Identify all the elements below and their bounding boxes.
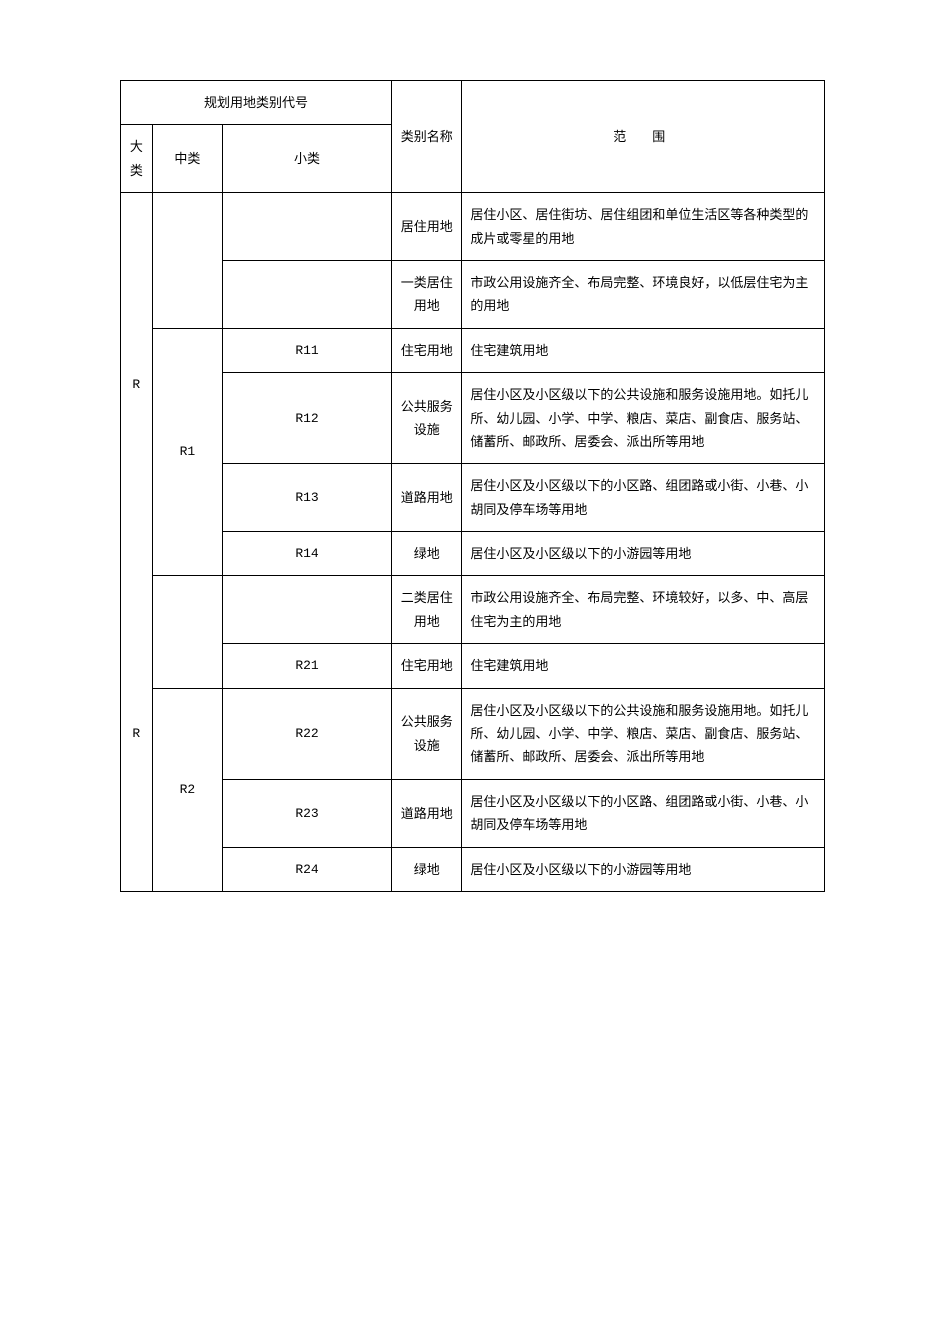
- cell-small: R22: [223, 688, 392, 779]
- land-use-classification-table: 规划用地类别代号 类别名称 范围 大类 中类 小类 R 居住用地 居住小区、居住…: [120, 80, 825, 892]
- header-mid: 中类: [152, 125, 222, 193]
- header-group: 规划用地类别代号: [121, 81, 392, 125]
- cell-small: R14: [223, 532, 392, 576]
- cell-small: R11: [223, 328, 392, 372]
- cell-scope: 居住小区及小区级以下的小区路、组团路或小街、小巷、小胡同及停车场等用地: [462, 464, 825, 532]
- table-row: R 居住用地 居住小区、居住街坊、居住组团和单位生活区等各种类型的成片或零星的用…: [121, 193, 825, 261]
- header-big: 大类: [121, 125, 153, 193]
- table-row: R1 R11 住宅用地 住宅建筑用地: [121, 328, 825, 372]
- cell-small: R21: [223, 644, 392, 688]
- table-row: 一类居住用地 市政公用设施齐全、布局完整、环境良好，以低层住宅为主的用地: [121, 260, 825, 328]
- cell-scope: 居住小区及小区级以下的小游园等用地: [462, 532, 825, 576]
- cell-scope: 住宅建筑用地: [462, 644, 825, 688]
- cell-small: [223, 260, 392, 328]
- cell-name: 二类居住用地: [392, 576, 462, 644]
- table-row: R 二类居住用地 市政公用设施齐全、布局完整、环境较好，以多、中、高层住宅为主的…: [121, 576, 825, 644]
- header-small: 小类: [223, 125, 392, 193]
- cell-small: [223, 576, 392, 644]
- cell-name: 道路用地: [392, 779, 462, 847]
- table-row: R14 绿地 居住小区及小区级以下的小游园等用地: [121, 532, 825, 576]
- cell-scope: 市政公用设施齐全、布局完整、环境良好，以低层住宅为主的用地: [462, 260, 825, 328]
- cell-scope: 居住小区及小区级以下的小区路、组团路或小街、小巷、小胡同及停车场等用地: [462, 779, 825, 847]
- cell-name: 绿地: [392, 532, 462, 576]
- cell-scope: 居住小区及小区级以下的小游园等用地: [462, 847, 825, 891]
- cell-scope: 市政公用设施齐全、布局完整、环境较好，以多、中、高层住宅为主的用地: [462, 576, 825, 644]
- table-row: R13 道路用地 居住小区及小区级以下的小区路、组团路或小街、小巷、小胡同及停车…: [121, 464, 825, 532]
- cell-scope: 居住小区及小区级以下的公共设施和服务设施用地。如托儿所、幼儿园、小学、中学、粮店…: [462, 688, 825, 779]
- table-row: R24 绿地 居住小区及小区级以下的小游园等用地: [121, 847, 825, 891]
- header-row-1: 规划用地类别代号 类别名称 范围: [121, 81, 825, 125]
- header-scope: 范围: [462, 81, 825, 193]
- cell-small: R23: [223, 779, 392, 847]
- table-row: R23 道路用地 居住小区及小区级以下的小区路、组团路或小街、小巷、小胡同及停车…: [121, 779, 825, 847]
- cell-big: R: [121, 193, 153, 576]
- cell-name: 公共服务设施: [392, 373, 462, 464]
- cell-scope: 居住小区及小区级以下的公共设施和服务设施用地。如托儿所、幼儿园、小学、中学、粮店…: [462, 373, 825, 464]
- cell-small: R12: [223, 373, 392, 464]
- table-row: R2 R22 公共服务设施 居住小区及小区级以下的公共设施和服务设施用地。如托儿…: [121, 688, 825, 779]
- cell-mid: R1: [152, 328, 222, 576]
- table-row: R12 公共服务设施 居住小区及小区级以下的公共设施和服务设施用地。如托儿所、幼…: [121, 373, 825, 464]
- cell-small: R24: [223, 847, 392, 891]
- cell-mid: [152, 576, 222, 688]
- header-name: 类别名称: [392, 81, 462, 193]
- table-row: R21 住宅用地 住宅建筑用地: [121, 644, 825, 688]
- cell-name: 一类居住用地: [392, 260, 462, 328]
- cell-scope: 居住小区、居住街坊、居住组团和单位生活区等各种类型的成片或零星的用地: [462, 193, 825, 261]
- cell-name: 道路用地: [392, 464, 462, 532]
- cell-name: 绿地: [392, 847, 462, 891]
- cell-small: R13: [223, 464, 392, 532]
- cell-mid: R2: [152, 688, 222, 891]
- cell-big: R: [121, 576, 153, 892]
- cell-small: [223, 193, 392, 261]
- cell-name: 公共服务设施: [392, 688, 462, 779]
- cell-name: 住宅用地: [392, 328, 462, 372]
- cell-name: 居住用地: [392, 193, 462, 261]
- cell-scope: 住宅建筑用地: [462, 328, 825, 372]
- cell-mid: [152, 193, 222, 329]
- cell-name: 住宅用地: [392, 644, 462, 688]
